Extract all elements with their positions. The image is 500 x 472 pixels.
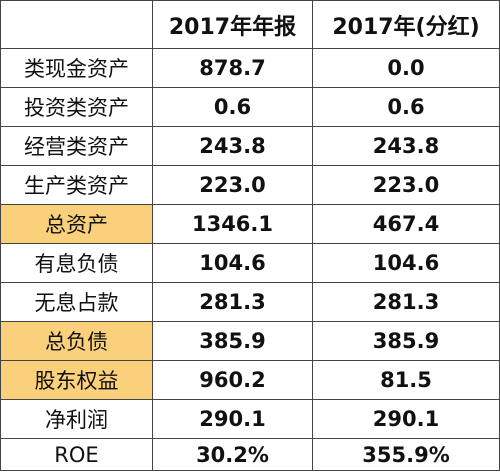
value-cell: 30.2% — [152, 438, 313, 471]
table-row: 经营类资产 243.8 243.8 — [0, 126, 500, 167]
value-cell: 385.9 — [312, 321, 500, 362]
value-cell: 878.7 — [152, 47, 313, 89]
row-label: 经营类资产 — [0, 126, 153, 167]
table-row: 生产类资产 223.0 223.0 — [0, 165, 500, 206]
value-cell: 960.2 — [152, 360, 313, 401]
row-label: ROE — [0, 438, 153, 471]
table-row: ROE 30.2% 355.9% — [0, 438, 500, 471]
header-cell: 2017年(分红) — [312, 0, 500, 49]
value-cell: 467.4 — [312, 204, 500, 245]
table-row: 投资类资产 0.6 0.6 — [0, 87, 500, 128]
header-cell: 2017年年报 — [152, 0, 313, 49]
value-cell: 104.6 — [312, 243, 500, 284]
row-label: 股东权益 — [0, 360, 153, 401]
row-label: 净利润 — [0, 399, 153, 440]
table-row: 无息占款 281.3 281.3 — [0, 282, 500, 323]
table-row: 有息负债 104.6 104.6 — [0, 243, 500, 284]
value-cell: 0.0 — [312, 47, 500, 89]
value-cell: 1346.1 — [152, 204, 313, 245]
value-cell: 290.1 — [152, 399, 313, 440]
table-row: 股东权益 960.2 81.5 — [0, 360, 500, 401]
value-cell: 281.3 — [152, 282, 313, 323]
value-cell: 104.6 — [152, 243, 313, 284]
value-cell: 243.8 — [152, 126, 313, 167]
value-cell: 281.3 — [312, 282, 500, 323]
table-row: 净利润 290.1 290.1 — [0, 399, 500, 440]
row-label: 类现金资产 — [0, 47, 153, 89]
value-cell: 81.5 — [312, 360, 500, 401]
value-cell: 0.6 — [152, 87, 313, 128]
value-cell: 385.9 — [152, 321, 313, 362]
header-cell — [0, 0, 153, 49]
row-label: 总资产 — [0, 204, 153, 245]
table-row: 总资产 1346.1 467.4 — [0, 204, 500, 245]
row-label: 投资类资产 — [0, 87, 153, 128]
header-row: 2017年年报 2017年(分红) — [0, 0, 500, 49]
table-row: 类现金资产 878.7 0.0 — [0, 47, 500, 89]
value-cell: 243.8 — [312, 126, 500, 167]
row-label: 无息占款 — [0, 282, 153, 323]
value-cell: 0.6 — [312, 87, 500, 128]
row-label: 生产类资产 — [0, 165, 153, 206]
value-cell: 223.0 — [312, 165, 500, 206]
value-cell: 290.1 — [312, 399, 500, 440]
table-row: 总负债 385.9 385.9 — [0, 321, 500, 362]
row-label: 总负债 — [0, 321, 153, 362]
value-cell: 223.0 — [152, 165, 313, 206]
value-cell: 355.9% — [312, 438, 500, 471]
row-label: 有息负债 — [0, 243, 153, 284]
